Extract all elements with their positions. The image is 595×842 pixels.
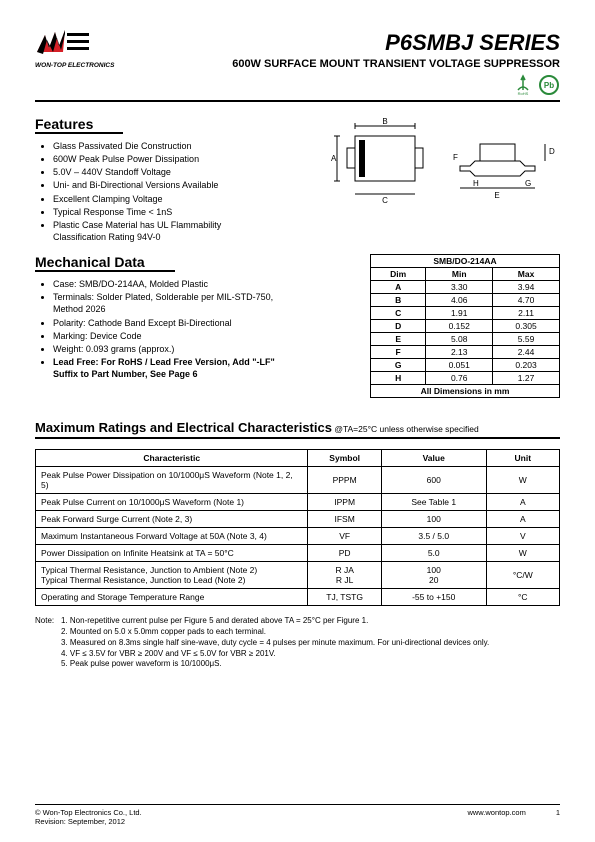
list-item: Terminals: Solder Plated, Solderable per… — [53, 291, 275, 315]
features-list-column: Features Glass Passivated Die Constructi… — [35, 116, 275, 244]
dim-table-header: Max — [493, 268, 560, 281]
features-section: Features Glass Passivated Die Constructi… — [35, 116, 560, 244]
ratings-section: Maximum Ratings and Electrical Character… — [35, 420, 560, 606]
features-heading: Features — [35, 116, 123, 134]
list-item: Uni- and Bi-Directional Versions Availab… — [53, 179, 275, 191]
table-row: Operating and Storage Temperature RangeT… — [36, 589, 560, 606]
svg-text:Pb: Pb — [544, 81, 554, 90]
series-title: P6SMBJ SERIES — [232, 30, 560, 56]
list-item: Typical Response Time < 1nS — [53, 206, 275, 218]
table-row: B4.064.70 — [371, 294, 560, 307]
svg-text:D: D — [549, 147, 555, 156]
dimension-table: SMB/DO-214AA Dim Min Max A3.303.94 B4.06… — [370, 254, 560, 398]
svg-text:F: F — [453, 153, 458, 162]
title-block: P6SMBJ SERIES 600W SURFACE MOUNT TRANSIE… — [232, 30, 560, 96]
note-line: Note:1. Non-repetitive current pulse per… — [35, 616, 560, 627]
table-row: D0.1520.305 — [371, 320, 560, 333]
ratings-header: Value — [381, 450, 486, 467]
notes-section: Note:1. Non-repetitive current pulse per… — [35, 616, 560, 670]
compliance-badges: RoHS Pb — [232, 74, 560, 96]
mechanical-list: Case: SMB/DO-214AA, Molded Plastic Termi… — [35, 278, 275, 380]
list-item: Glass Passivated Die Construction — [53, 140, 275, 152]
svg-text:E: E — [494, 191, 499, 200]
ratings-subtitle: @TA=25°C unless otherwise specified — [332, 424, 479, 434]
list-item-leadfree: Lead Free: For RoHS / Lead Free Version,… — [53, 356, 275, 380]
footer-right: www.wontop.com 1 — [467, 808, 560, 826]
list-item: 600W Peak Pulse Power Dissipation — [53, 153, 275, 165]
footer-revision: Revision: September, 2012 — [35, 817, 142, 826]
table-row: G0.0510.203 — [371, 359, 560, 372]
rohs-badge-icon: RoHS — [512, 74, 534, 96]
dim-table-caption-top: SMB/DO-214AA — [371, 255, 560, 268]
ratings-header: Symbol — [308, 450, 381, 467]
table-row: F2.132.44 — [371, 346, 560, 359]
features-list: Glass Passivated Die Construction 600W P… — [35, 140, 275, 243]
table-row: Typical Thermal Resistance, Junction to … — [36, 562, 560, 589]
table-row: Peak Pulse Power Dissipation on 10/1000μ… — [36, 467, 560, 494]
package-diagram-area: B A C D E F G H — [320, 116, 560, 244]
page-header: WON-TOP ELECTRONICS P6SMBJ SERIES 600W S… — [35, 30, 560, 102]
table-row: Peak Forward Surge Current (Note 2, 3)IF… — [36, 511, 560, 528]
table-row: Peak Pulse Current on 10/1000μS Waveform… — [36, 494, 560, 511]
list-item: 5.0V – 440V Standoff Voltage — [53, 166, 275, 178]
footer-page: 1 — [556, 808, 560, 826]
list-item: Weight: 0.093 grams (approx.) — [53, 343, 275, 355]
list-item: Case: SMB/DO-214AA, Molded Plastic — [53, 278, 275, 290]
footer-left: © Won-Top Electronics Co., Ltd. Revision… — [35, 808, 142, 826]
mechanical-section: Mechanical Data Case: SMB/DO-214AA, Mold… — [35, 254, 560, 398]
dimension-table-wrap: SMB/DO-214AA Dim Min Max A3.303.94 B4.06… — [370, 254, 560, 398]
page-subtitle: 600W SURFACE MOUNT TRANSIENT VOLTAGE SUP… — [232, 58, 560, 70]
ratings-title-text: Maximum Ratings and Electrical Character… — [35, 420, 332, 435]
footer-company: © Won-Top Electronics Co., Ltd. — [35, 808, 142, 817]
company-logo-icon — [35, 30, 90, 60]
list-item: Marking: Device Code — [53, 330, 275, 342]
svg-text:G: G — [525, 179, 531, 188]
ratings-table: Characteristic Symbol Value Unit Peak Pu… — [35, 449, 560, 606]
pb-free-badge-icon: Pb — [538, 74, 560, 96]
list-item: Excellent Clamping Voltage — [53, 193, 275, 205]
table-row: A3.303.94 — [371, 281, 560, 294]
note-line: 4. VF ≤ 3.5V for VBR ≥ 200V and VF ≤ 5.0… — [35, 649, 560, 660]
mechanical-heading: Mechanical Data — [35, 254, 175, 272]
svg-text:RoHS: RoHS — [518, 91, 529, 96]
svg-text:B: B — [382, 117, 387, 126]
table-row: H0.761.27 — [371, 372, 560, 385]
logo-block: WON-TOP ELECTRONICS — [35, 30, 114, 69]
mechanical-list-column: Mechanical Data Case: SMB/DO-214AA, Mold… — [35, 254, 275, 398]
svg-text:C: C — [382, 196, 388, 205]
table-row: Maximum Instantaneous Forward Voltage at… — [36, 528, 560, 545]
list-item: Plastic Case Material has UL Flammabilit… — [53, 219, 275, 243]
note-line: 2. Mounted on 5.0 x 5.0mm copper pads to… — [35, 627, 560, 638]
note-line: 3. Measured on 8.3ms single half sine-wa… — [35, 638, 560, 649]
table-row: C1.912.11 — [371, 307, 560, 320]
company-name: WON-TOP ELECTRONICS — [35, 62, 114, 69]
footer-url: www.wontop.com — [467, 808, 525, 826]
ratings-heading: Maximum Ratings and Electrical Character… — [35, 420, 560, 439]
dim-table-caption-bottom: All Dimensions in mm — [371, 385, 560, 398]
table-row: Power Dissipation on Infinite Heatsink a… — [36, 545, 560, 562]
table-row: E5.085.59 — [371, 333, 560, 346]
package-diagram-icon: B A C D E F G H — [325, 116, 555, 211]
note-line: 5. Peak pulse power waveform is 10/1000μ… — [35, 659, 560, 670]
dim-table-header: Min — [426, 268, 493, 281]
list-item: Polarity: Cathode Band Except Bi-Directi… — [53, 317, 275, 329]
ratings-header: Characteristic — [36, 450, 308, 467]
svg-text:H: H — [473, 179, 479, 188]
dim-table-header: Dim — [371, 268, 426, 281]
svg-text:A: A — [331, 154, 337, 163]
page-footer: © Won-Top Electronics Co., Ltd. Revision… — [35, 804, 560, 826]
ratings-header: Unit — [486, 450, 559, 467]
